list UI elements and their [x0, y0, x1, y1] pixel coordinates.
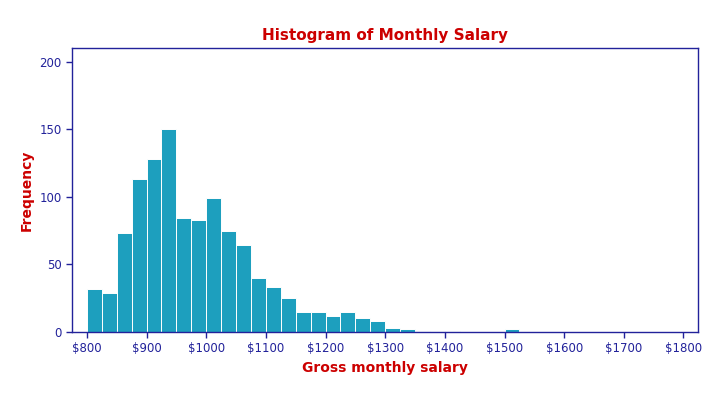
Bar [236, 246, 251, 332]
Bar [370, 321, 385, 332]
Bar [176, 218, 192, 332]
Bar [206, 198, 221, 332]
Bar [296, 312, 310, 332]
Bar [102, 293, 117, 332]
Bar [415, 331, 430, 332]
Bar [147, 159, 161, 332]
Bar [221, 230, 236, 332]
Bar [87, 289, 102, 332]
Bar [505, 329, 519, 332]
Bar [445, 331, 460, 332]
Bar [251, 278, 266, 332]
Bar [161, 129, 176, 332]
Title: Histogram of Monthly Salary: Histogram of Monthly Salary [262, 28, 508, 43]
Bar [341, 312, 356, 332]
Bar [310, 312, 325, 332]
Bar [356, 318, 370, 332]
Bar [132, 179, 147, 332]
Bar [325, 316, 341, 332]
Y-axis label: Frequency: Frequency [19, 149, 34, 231]
Bar [385, 328, 400, 332]
Bar [117, 233, 132, 332]
Bar [430, 331, 445, 332]
Bar [281, 298, 296, 332]
Bar [400, 329, 415, 332]
X-axis label: Gross monthly salary: Gross monthly salary [302, 361, 468, 375]
Bar [266, 287, 281, 332]
Bar [192, 220, 206, 332]
